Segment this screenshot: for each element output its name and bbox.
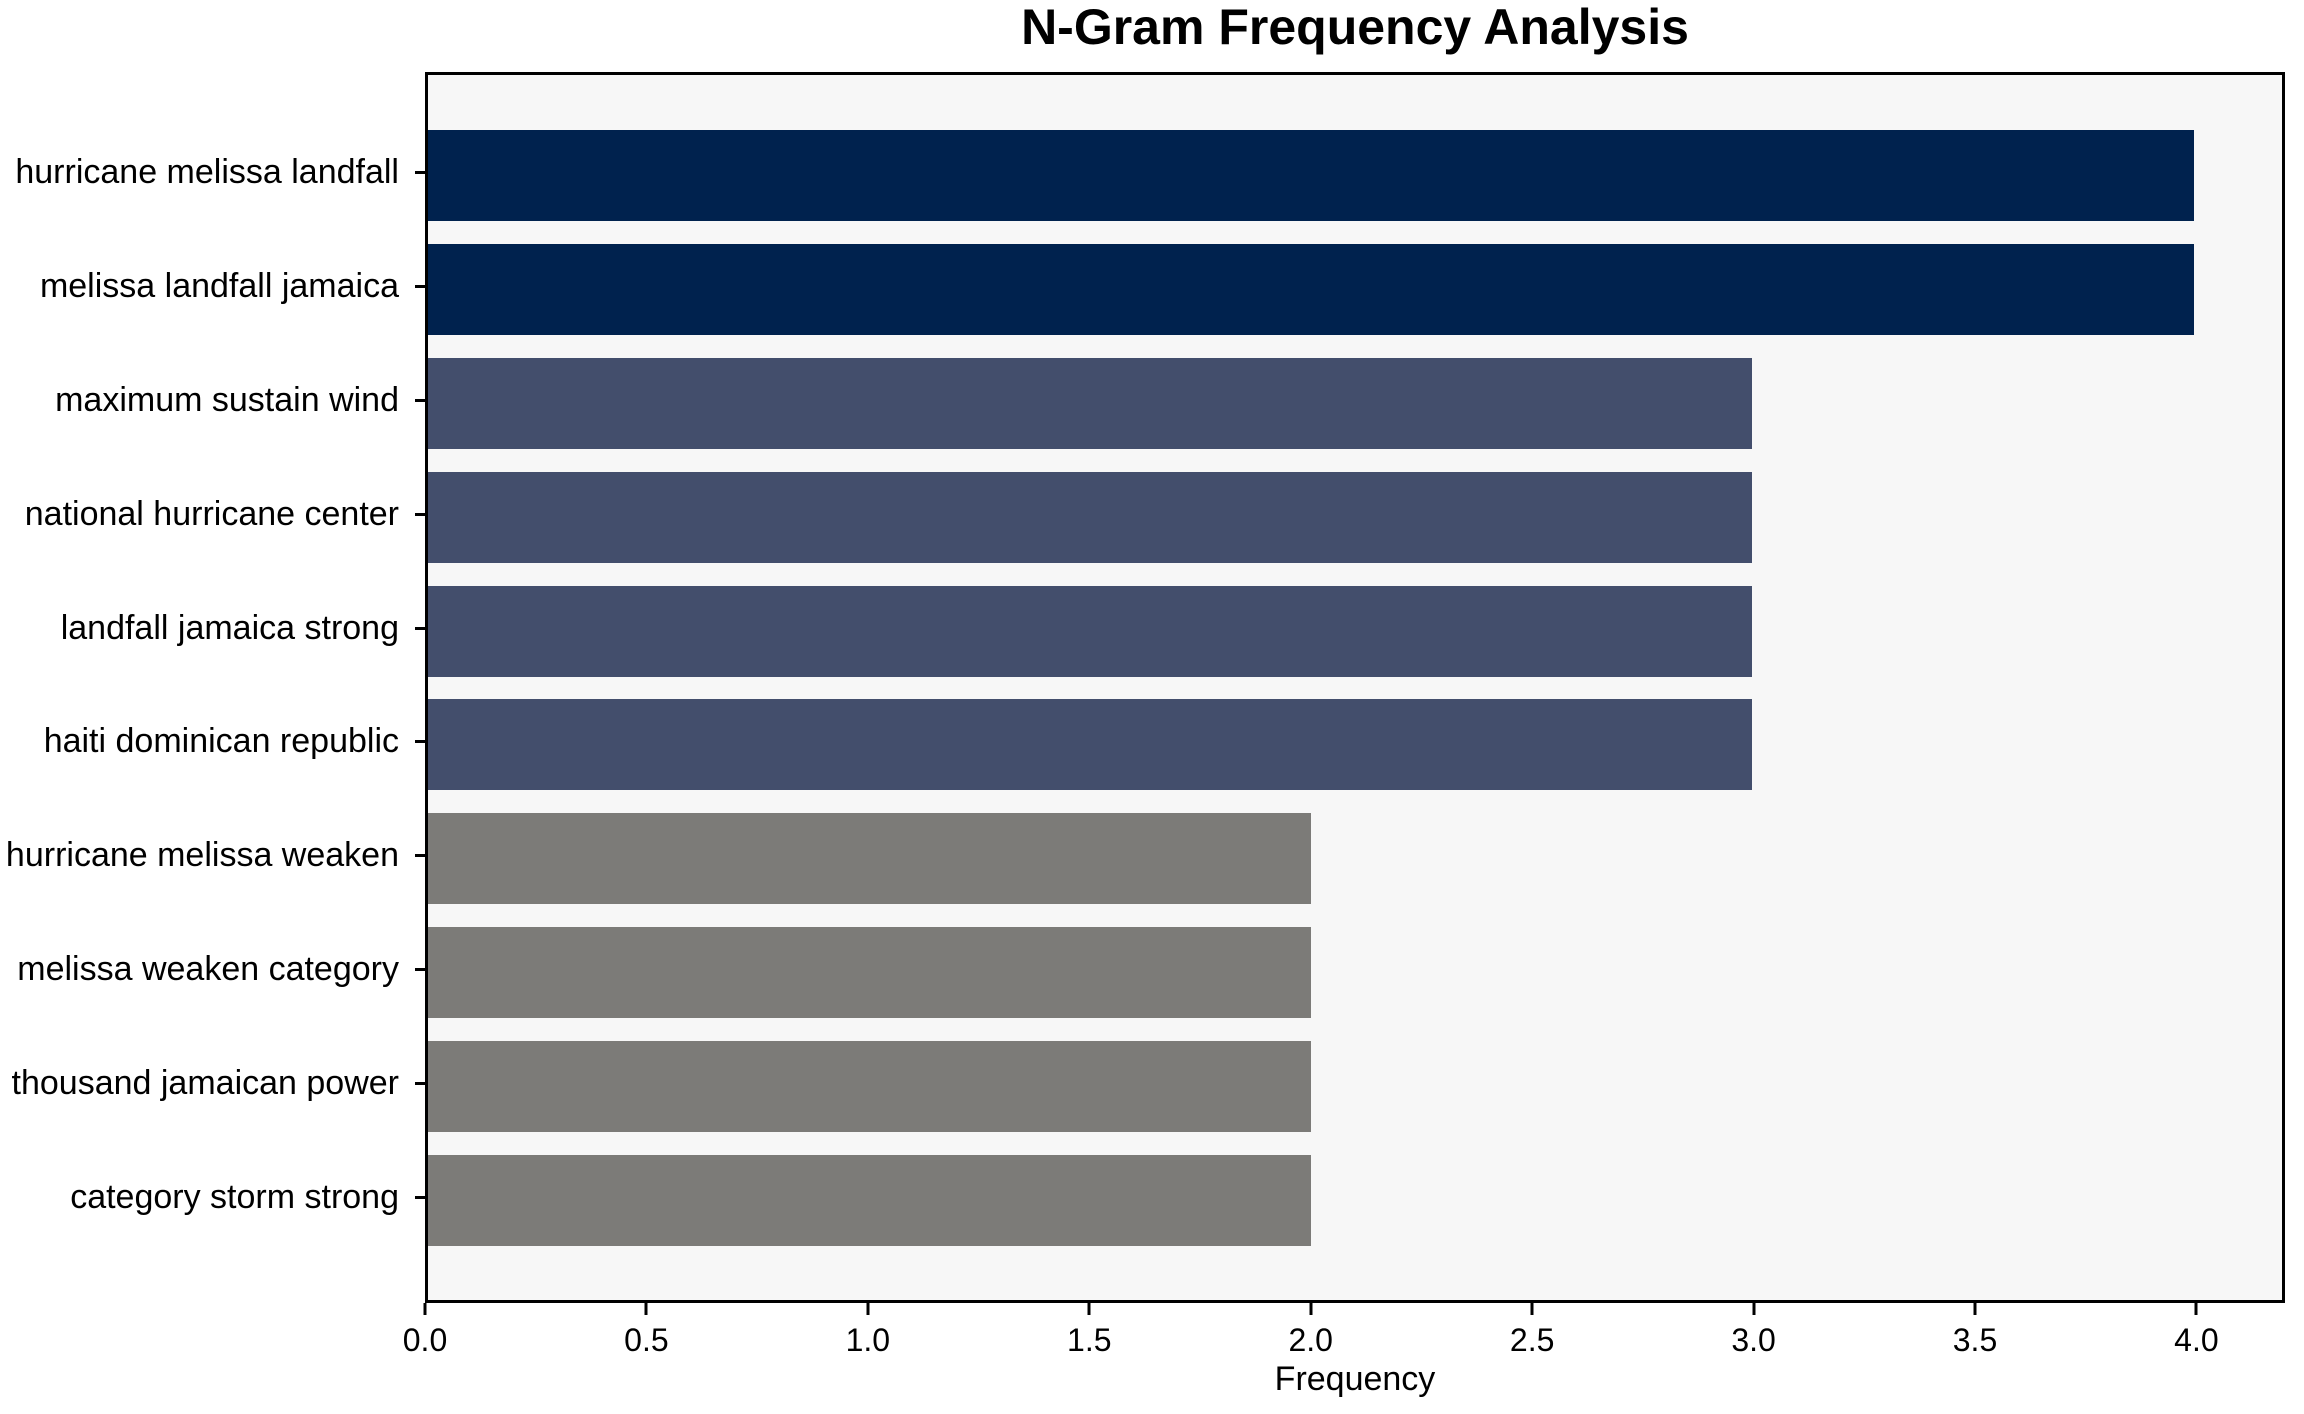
y-axis-label: category storm strong — [70, 1177, 399, 1216]
frequency-bar — [428, 1154, 1311, 1246]
x-tick — [1752, 1303, 1756, 1315]
y-axis-label: melissa weaken category — [17, 949, 399, 988]
y-label-row: category storm strong — [0, 1140, 425, 1254]
x-tick — [1530, 1303, 1534, 1315]
x-tick-label: 0.5 — [624, 1322, 669, 1358]
bar-row — [428, 1029, 2282, 1143]
y-tick — [415, 740, 425, 744]
chart-title: N-Gram Frequency Analysis — [1021, 0, 1689, 55]
x-tick-label: 1.5 — [1067, 1322, 1112, 1358]
x-tick — [1087, 1303, 1091, 1315]
bar-row — [428, 1143, 2282, 1257]
y-tick — [415, 398, 425, 402]
y-axis-label: hurricane melissa weaken — [5, 836, 399, 875]
x-tick — [1309, 1303, 1313, 1315]
y-label-row: haiti dominican republic — [0, 685, 425, 799]
y-label-row: maximum sustain wind — [0, 344, 425, 458]
y-label-row: national hurricane center — [0, 457, 425, 571]
frequency-bar — [428, 926, 1311, 1018]
x-tick — [1973, 1303, 1977, 1315]
x-tick-label: 2.0 — [1288, 1322, 1333, 1358]
x-tick — [423, 1303, 427, 1315]
y-label-row: thousand jamaican power — [0, 1026, 425, 1140]
frequency-bar — [428, 699, 1753, 791]
y-axis-labels: hurricane melissa landfall melissa landfa… — [0, 72, 425, 1303]
y-axis-label: landfall jamaica strong — [60, 608, 399, 647]
frequency-bar — [428, 1040, 1311, 1132]
bar-row — [428, 119, 2282, 233]
x-tick-label: 3.0 — [1731, 1322, 1776, 1358]
frequency-bar — [428, 130, 2194, 222]
bar-row — [428, 802, 2282, 916]
y-tick — [415, 1081, 425, 1085]
bar-row — [428, 460, 2282, 574]
y-axis-label: hurricane melissa landfall — [15, 153, 399, 192]
x-tick-label: 4.0 — [2174, 1322, 2219, 1358]
x-tick — [866, 1303, 870, 1315]
y-label-row: hurricane melissa weaken — [0, 799, 425, 913]
bar-row — [428, 574, 2282, 688]
bar-row — [428, 916, 2282, 1030]
x-tick-label: 0.0 — [402, 1322, 448, 1358]
frequency-bar — [428, 244, 2194, 336]
x-tick — [2194, 1303, 2198, 1315]
y-tick — [415, 512, 425, 516]
y-tick — [415, 626, 425, 630]
bar-row — [428, 233, 2282, 347]
frequency-bar — [428, 471, 1753, 563]
x-tick — [644, 1303, 648, 1315]
y-label-row: melissa landfall jamaica — [0, 230, 425, 344]
y-axis-label: thousand jamaican power — [11, 1063, 399, 1102]
plot-area — [425, 72, 2285, 1303]
y-axis-label: national hurricane center — [24, 494, 399, 533]
bar-row — [428, 688, 2282, 802]
frequency-bar — [428, 813, 1311, 905]
x-tick-label: 3.5 — [1952, 1322, 1998, 1358]
y-label-row: melissa weaken category — [0, 913, 425, 1027]
y-axis-label: maximum sustain wind — [55, 380, 399, 419]
y-axis-label: haiti dominican republic — [43, 722, 399, 761]
y-label-row: hurricane melissa landfall — [0, 116, 425, 230]
y-axis-label: melissa landfall jamaica — [39, 267, 399, 306]
y-tick — [415, 171, 425, 175]
frequency-bar — [428, 357, 1753, 449]
y-label-row: landfall jamaica strong — [0, 571, 425, 685]
frequency-bar — [428, 585, 1753, 677]
x-axis-label: Frequency — [1274, 1360, 1436, 1398]
x-tick-label: 1.0 — [845, 1322, 891, 1358]
bar-row — [428, 347, 2282, 461]
y-tick — [415, 967, 425, 971]
y-tick — [415, 854, 425, 858]
y-tick — [415, 1195, 425, 1199]
x-tick-label: 2.5 — [1509, 1322, 1555, 1358]
y-tick — [415, 285, 425, 289]
x-axis: 0.0 0.5 1.0 1.5 2.0 2.5 3.0 3.5 4.0 — [403, 1303, 2285, 1373]
